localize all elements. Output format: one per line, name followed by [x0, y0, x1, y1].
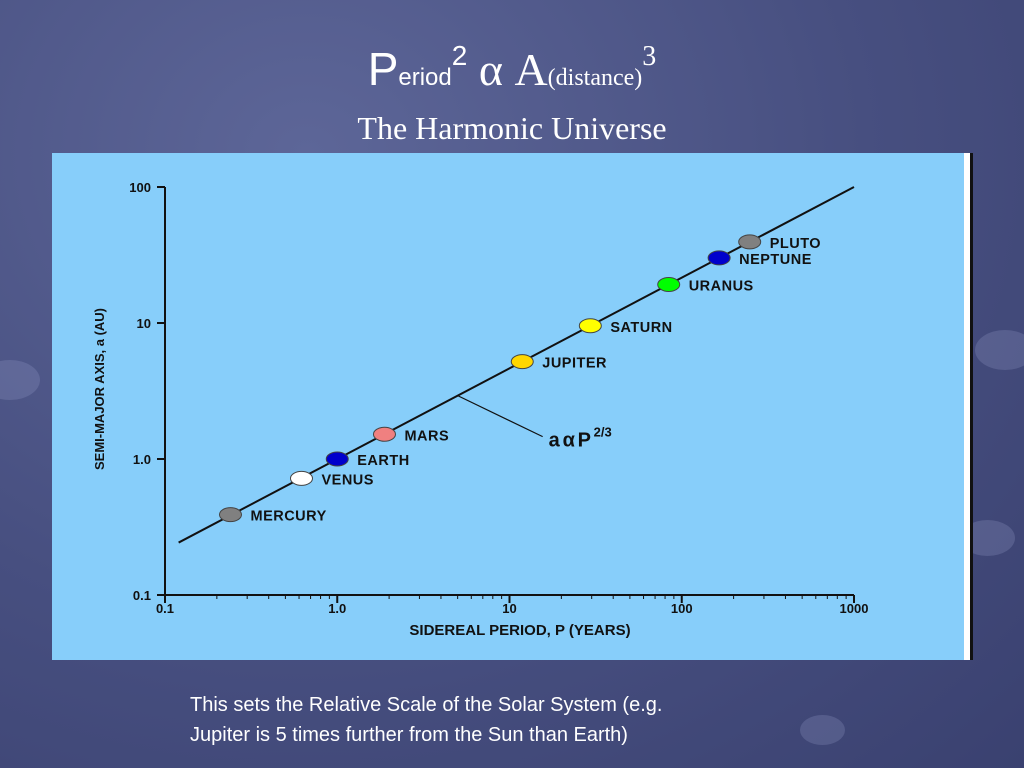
background-bubble — [800, 715, 845, 745]
planet-point-earth — [325, 451, 349, 467]
annotation-exponent: 2/3 — [594, 425, 612, 440]
planet-point-mercury — [218, 507, 242, 523]
planet-point-neptune — [707, 250, 731, 266]
planet-label-uranus: URANUS — [689, 278, 754, 294]
planet-label-neptune: NEPTUNE — [739, 252, 812, 268]
title-distance-rest: (distance) — [547, 65, 643, 91]
planet-label-mercury: MERCURY — [250, 509, 326, 525]
title-formula: Period2 α A(distance)3 — [0, 28, 1024, 106]
annotation-a: a — [549, 430, 561, 452]
planet-point-jupiter — [510, 354, 534, 370]
slide-title: Period2 α A(distance)3 The Harmonic Univ… — [0, 28, 1024, 148]
y-tick-label: 100 — [129, 180, 151, 195]
planet-label-earth: EARTH — [357, 453, 409, 469]
y-axis-label: SEMI-MAJOR AXIS, a (AU) — [92, 308, 107, 470]
slide-subtitle: The Harmonic Universe — [357, 110, 667, 146]
planet-point-uranus — [657, 276, 681, 292]
caption-line-1: This sets the Relative Scale of the Sola… — [190, 694, 663, 716]
caption-line-2: Jupiter is 5 times further from the Sun … — [190, 724, 628, 746]
chart: SEMI-MAJOR AXIS, a (AU) SIDEREAL PERIOD,… — [92, 180, 869, 639]
planet-label-venus: VENUS — [321, 472, 373, 488]
x-tick-label: 1.0 — [328, 601, 346, 616]
background-bubble — [0, 360, 40, 400]
planet-label-mars: MARS — [404, 428, 449, 444]
planet-point-venus — [289, 470, 313, 486]
y-tick-label: 0.1 — [133, 588, 151, 603]
title-period-exponent: 2 — [451, 40, 468, 71]
planet-point-mars — [372, 426, 396, 442]
x-tick-label: 0.1 — [156, 601, 174, 616]
annotation-p: P — [578, 430, 591, 452]
y-tick-label: 1.0 — [133, 452, 151, 467]
caption: This sets the Relative Scale of the Sola… — [190, 690, 850, 750]
x-tick-label: 100 — [671, 601, 693, 616]
y-tick-label: 10 — [137, 316, 151, 331]
planet-label-pluto: PLUTO — [770, 236, 821, 252]
title-distance-letter: A — [514, 44, 548, 95]
background-bubble — [975, 330, 1024, 370]
chart-panel: SEMI-MAJOR AXIS, a (AU) SIDEREAL PERIOD,… — [52, 153, 973, 660]
title-alpha-symbol: α — [478, 44, 503, 95]
planet-point-saturn — [578, 318, 602, 334]
x-tick-label: 10 — [502, 601, 516, 616]
title-distance-exponent: 3 — [642, 41, 657, 72]
title-period-rest: eriod — [398, 64, 452, 91]
annotation-leader-line — [457, 395, 543, 438]
planet-point-pluto — [738, 234, 762, 250]
planet-label-jupiter: JUPITER — [542, 356, 607, 372]
planet-label-saturn: SATURN — [610, 320, 672, 336]
x-axis-label: SIDEREAL PERIOD, P (YEARS) — [409, 622, 630, 639]
annotation-alpha: α — [563, 430, 576, 452]
x-tick-label: 1000 — [840, 601, 869, 616]
title-period-letter: P — [367, 43, 399, 95]
